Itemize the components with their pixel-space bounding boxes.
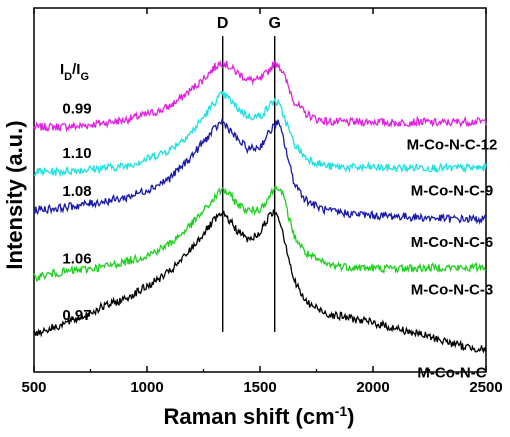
series-label: M-Co-N-C-9 xyxy=(411,182,493,199)
series-line-1 xyxy=(33,90,487,178)
ratio-value: 1.06 xyxy=(62,250,91,267)
ratio-value: 1.08 xyxy=(62,183,91,200)
ratio-header-slash: /I xyxy=(72,61,80,78)
series-line-0 xyxy=(33,59,487,133)
series-line-2 xyxy=(33,118,487,225)
ratio-value: 1.10 xyxy=(62,145,91,162)
series-layer xyxy=(33,59,487,354)
ratio-header-i: I xyxy=(60,61,64,78)
series-line-4 xyxy=(33,209,487,354)
ratio-value: 0.99 xyxy=(62,100,91,117)
ratio-header: ID/IG xyxy=(60,61,89,83)
x-tick-label: 2000 xyxy=(356,379,389,396)
ratio-header-g: G xyxy=(80,71,89,83)
x-tick-label: 1500 xyxy=(243,379,276,396)
series-line-3 xyxy=(33,185,487,282)
x-axis: 500 1000 1500 2000 2500 xyxy=(21,8,503,396)
ratio-value: 0.97 xyxy=(62,307,91,324)
y-axis-title: Intensity (a.u.) xyxy=(2,120,27,269)
x-title-close: ) xyxy=(347,404,354,429)
ratio-header-d: D xyxy=(64,71,72,83)
x-tick-label: 500 xyxy=(21,379,46,396)
x-title-main: Raman shift (cm xyxy=(164,404,335,429)
series-label: M-Co-N-C-3 xyxy=(411,281,493,298)
series-label: M-Co-N-C xyxy=(417,364,486,381)
x-tick-label: 1000 xyxy=(130,379,163,396)
peak-label-g: G xyxy=(268,15,280,32)
peak-label-d: D xyxy=(217,15,229,32)
annotations: ID/IG M-Co-N-C-12 0.99 M-Co-N-C-9 1.10 M-Co-… xyxy=(60,61,497,381)
x-axis-title: Raman shift (cm-1) xyxy=(164,403,355,429)
x-title-sup: -1 xyxy=(335,403,348,419)
series-label: M-Co-N-C-6 xyxy=(411,234,493,251)
series-label: M-Co-N-C-12 xyxy=(407,137,498,154)
x-tick-label: 2500 xyxy=(469,379,502,396)
